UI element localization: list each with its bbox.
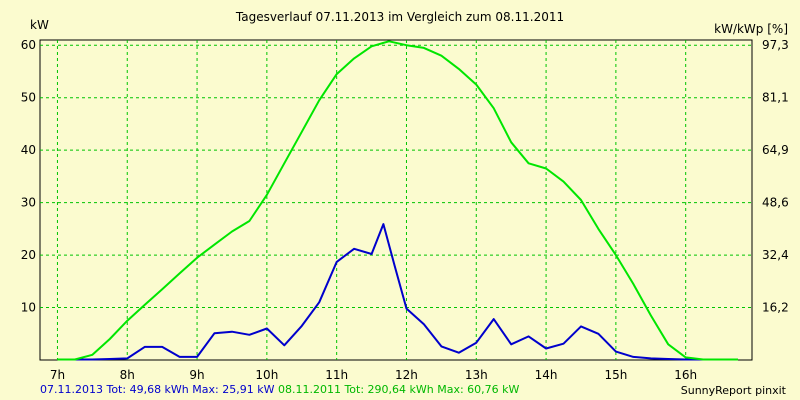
y-tick-label-right: 97,3 bbox=[762, 38, 789, 52]
plot-frame bbox=[39, 39, 753, 361]
x-tick-label: 9h bbox=[189, 368, 204, 382]
chart-title: Tagesverlauf 07.11.2013 im Vergleich zum… bbox=[235, 10, 565, 24]
x-tick-label: 13h bbox=[465, 368, 488, 382]
x-tick-label: 12h bbox=[395, 368, 418, 382]
x-tick-label: 7h bbox=[50, 368, 65, 382]
credit-label: SunnyReport pinxit bbox=[680, 384, 786, 397]
y-tick-label-right: 64,9 bbox=[762, 143, 789, 157]
series-line-2011 bbox=[57, 40, 738, 361]
y-tick-label-left: 60 bbox=[21, 38, 36, 52]
x-tick-label: 10h bbox=[255, 368, 278, 382]
x-tick-label: 8h bbox=[120, 368, 135, 382]
y-tick-label-right: 81,1 bbox=[762, 91, 789, 105]
legend-entry-2011: 08.11.2011 Tot: 290,64 kWh Max: 60,76 kW bbox=[277, 383, 520, 396]
y-tick-label-left: 20 bbox=[21, 248, 36, 262]
series-line-2013 bbox=[57, 223, 738, 361]
x-tick-label: 15h bbox=[604, 368, 627, 382]
x-tick-label: 11h bbox=[325, 368, 348, 382]
y-tick-label-left: 50 bbox=[21, 91, 36, 105]
y-tick-label-right: 48,6 bbox=[762, 196, 789, 210]
y-axis-label-left: kW bbox=[30, 18, 49, 32]
y-tick-label-left: 10 bbox=[21, 301, 36, 315]
x-tick-label: 16h bbox=[674, 368, 697, 382]
y-tick-label-left: 40 bbox=[21, 143, 36, 157]
legend: 07.11.2013 Tot: 49,68 kWh Max: 25,91 kW … bbox=[40, 383, 519, 397]
legend-entry-2013: 07.11.2013 Tot: 49,68 kWh Max: 25,91 kW bbox=[40, 383, 275, 396]
x-tick-label: 14h bbox=[535, 368, 558, 382]
y-tick-label-right: 16,2 bbox=[762, 301, 789, 315]
y-axis-label-right: kW/kWp [%] bbox=[714, 22, 788, 36]
y-tick-label-left: 30 bbox=[21, 196, 36, 210]
y-tick-label-right: 32,4 bbox=[762, 248, 789, 262]
